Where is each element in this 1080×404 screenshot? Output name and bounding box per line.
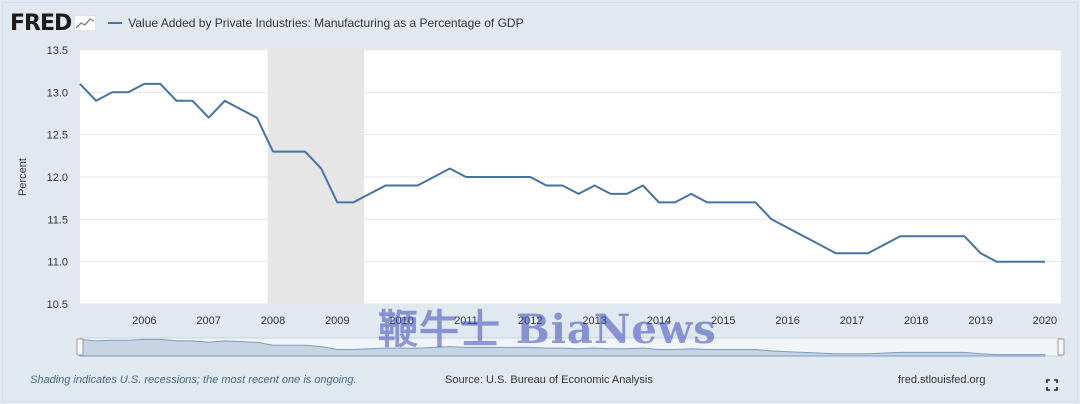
legend: Value Added by Private Industries: Manuf… bbox=[108, 16, 524, 30]
y-tick-label: 11.5 bbox=[47, 214, 68, 226]
x-tick-label: 2018 bbox=[904, 315, 928, 327]
x-tick-label: 2020 bbox=[1033, 315, 1057, 327]
x-tick-label: 2007 bbox=[196, 315, 220, 327]
x-tick-label: 2010 bbox=[389, 315, 413, 327]
recession-note: Shading indicates U.S. recessions; the m… bbox=[30, 374, 357, 386]
y-axis-label: Percent bbox=[17, 158, 29, 196]
graph-icon bbox=[74, 15, 97, 31]
y-tick-label: 12.5 bbox=[47, 130, 68, 142]
x-tick-label: 2008 bbox=[261, 315, 285, 327]
x-tick-label: 2011 bbox=[454, 315, 478, 327]
x-tick-label: 2013 bbox=[582, 315, 606, 327]
y-tick-label: 13.5 bbox=[47, 45, 68, 57]
navigator-handle-right[interactable] bbox=[1057, 338, 1065, 356]
x-tick-label: 2015 bbox=[711, 315, 735, 327]
legend-swatch bbox=[108, 22, 123, 24]
source-text: Source: U.S. Bureau of Economic Analysis bbox=[445, 374, 653, 386]
site-link[interactable]: fred.stlouisfed.org bbox=[898, 374, 986, 386]
series-line bbox=[79, 82, 1045, 263]
y-tick-label: 12.0 bbox=[47, 172, 68, 184]
series-title: Value Added by Private Industries: Manuf… bbox=[128, 16, 524, 30]
navigator-series bbox=[79, 338, 1046, 357]
x-tick-label: 2019 bbox=[968, 315, 992, 327]
x-tick-label: 2006 bbox=[132, 315, 156, 327]
x-tick-label: 2012 bbox=[518, 315, 542, 327]
navigator-handle-left[interactable] bbox=[76, 338, 84, 356]
chart-header: FRED Value Added by Private Industries: … bbox=[10, 8, 524, 38]
x-tick-label: 2017 bbox=[840, 315, 864, 327]
x-tick-label: 2014 bbox=[647, 315, 671, 327]
x-tick-label: 2016 bbox=[775, 315, 799, 327]
y-tick-label: 10.5 bbox=[47, 299, 68, 311]
x-tick-label: 2009 bbox=[325, 315, 349, 327]
fullscreen-icon[interactable] bbox=[1046, 379, 1058, 391]
watermark: 鞭牛士 BiaNews bbox=[378, 306, 717, 353]
fred-logo[interactable]: FRED bbox=[10, 10, 72, 36]
y-tick-label: 11.0 bbox=[47, 257, 68, 269]
y-tick-label: 13.0 bbox=[47, 87, 68, 99]
